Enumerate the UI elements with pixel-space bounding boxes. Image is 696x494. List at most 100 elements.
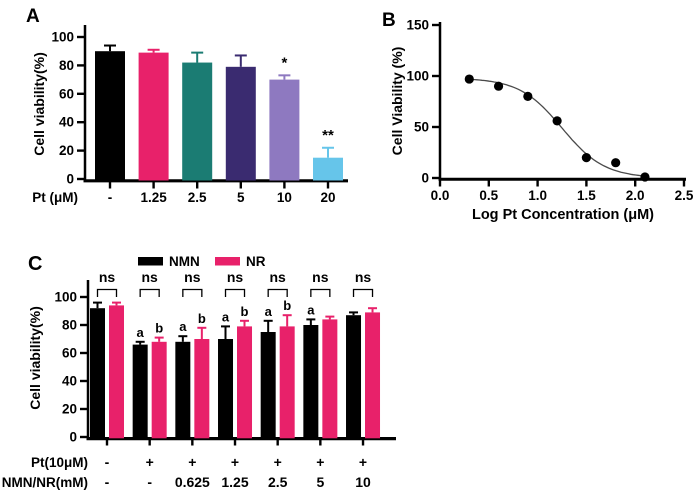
y-tick-label: 20 [59,143,74,158]
comparison-bracket [139,288,160,297]
panel-a-x-axis-title: Pt (μM) [32,190,78,205]
letter-annotation: b [155,321,163,336]
letter-annotation: b [198,311,206,326]
bar-nmn-group5 [260,332,276,439]
comparison-bracket [310,288,331,297]
y-tick-label: 150 [406,18,429,33]
x-tick-label: 2.5 [675,188,694,203]
x-row-value: + [274,454,282,470]
letter-annotation: a [265,304,273,319]
letter-annotation: b [283,298,291,313]
panel-a-y-axis-title: Cell viability(%) [31,52,47,155]
data-point [581,153,591,163]
bar-20 [313,157,343,181]
x-row-value: + [231,454,239,470]
x-row-value: + [188,454,196,470]
legend-swatch-nr [215,257,240,266]
bar-nmn-group1 [90,308,105,439]
bar-5 [225,66,256,181]
y-tick-label: 100 [51,30,74,45]
letter-annotation: a [179,319,187,334]
y-tick-label: 40 [59,115,74,130]
x-row-label-2: NMN/NR(mM) [2,475,88,490]
y-tick-label: 50 [414,120,429,135]
x-row-value: - [147,474,152,490]
x-tick-label: 1.25 [140,190,167,205]
data-point [640,172,650,182]
panel-b-y-axis-title: Cell Viability (%) [389,47,405,156]
ns-label: ns [312,269,329,285]
significance-label: * [281,54,287,71]
legend-label-nmn: NMN [169,254,200,269]
ns-label: ns [227,269,244,285]
legend-swatch-nmn [138,257,163,266]
bar-1.25 [138,52,169,181]
data-point [523,91,533,101]
y-tick-label: 80 [59,58,74,73]
comparison-bracket [224,288,246,297]
panel-b-dose-response-chart: B Cell Viability (%) 0 50 100 150 0.0 0.5 1.0 1.5… [382,10,694,223]
bar-nr-group6 [322,319,338,439]
y-tick-label: 20 [62,402,77,417]
letter-annotation: b [241,304,249,319]
ns-label: ns [184,269,201,285]
bar-- [95,51,125,181]
x-tick-label: 10 [277,190,292,205]
y-tick-label: 60 [62,346,77,361]
bar-nmn-group3 [175,341,191,439]
x-row-value: + [359,454,367,470]
x-tick-label: - [108,190,113,205]
y-tick-label: 60 [59,86,74,101]
x-row-value: 10 [355,474,371,490]
x-row-value: - [105,474,110,490]
x-tick-label: 20 [320,190,335,205]
bar-nmn-group6 [303,325,319,439]
ns-label: ns [141,269,158,285]
letter-annotation: a [222,309,230,324]
comparison-bracket [182,288,203,297]
x-tick-label: 5 [237,190,245,205]
bar-nmn-group4 [218,339,234,439]
x-tick-label: 2.5 [188,190,207,205]
bar-nr-group1 [109,305,124,439]
data-point [552,116,562,126]
panel-a-label: A [26,6,40,27]
y-tick-label: 100 [54,290,77,305]
ns-label: ns [99,269,116,285]
y-tick-label: 0 [66,172,74,187]
y-tick-label: 100 [406,69,429,84]
significance-label: ** [322,127,334,144]
bar-nr-group4 [237,326,253,439]
x-tick-label: 2.0 [626,188,645,203]
ns-label: ns [355,269,372,285]
x-row-value: + [316,454,324,470]
x-tick-label: 1.5 [577,188,596,203]
data-point [464,74,474,84]
letter-annotation: a [307,302,315,317]
panel-c-label: C [28,253,42,275]
panel-c-y-axis-title: Cell viability(%) [27,306,43,409]
y-tick-label: 40 [62,374,77,389]
bar-10 [269,79,300,181]
bar-nr-group3 [194,339,210,439]
panel-b-label: B [382,10,396,31]
x-row-value: 5 [316,474,324,490]
comparison-bracket [352,288,374,297]
panel-b-x-axis-title: Log Pt Concentration (μM) [472,207,654,223]
panel-c-grouped-bar-chart: C NMN NR Cell viability(%) 0 20 40 60 80 100 ns ns n… [2,253,396,490]
y-tick-label: 80 [62,318,77,333]
ns-label: ns [270,269,287,285]
panel-a-bar-chart: A Cell viability(%) 0 20 40 60 80 100 Pt (μM) - 1.… [26,6,348,205]
x-row-value: - [105,454,110,470]
x-tick-label: 0.5 [479,188,498,203]
x-row-value: + [146,454,154,470]
comparison-bracket [267,288,288,297]
fit-curve [467,78,648,177]
bar-2.5 [182,62,213,181]
y-tick-label: 0 [421,171,429,186]
x-row-value: 2.5 [268,474,288,490]
bar-nr-group5 [279,326,295,439]
bar-nr-group7 [365,312,381,439]
bar-nr-group2 [151,341,167,439]
